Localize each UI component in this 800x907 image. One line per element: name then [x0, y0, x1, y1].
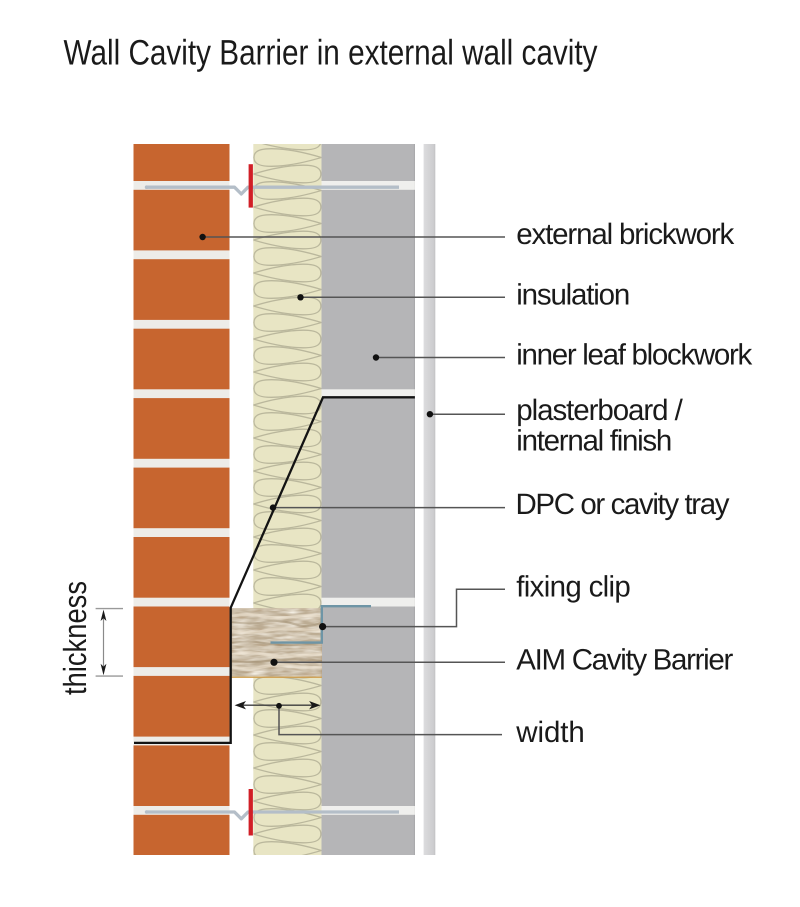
svg-text:DPC or cavity tray: DPC or cavity tray: [516, 488, 730, 521]
svg-text:fixing clip: fixing clip: [516, 571, 631, 604]
svg-text:internal finish: internal finish: [516, 425, 672, 458]
svg-text:insulation: insulation: [516, 279, 630, 312]
svg-text:Wall Cavity Barrier in externa: Wall Cavity Barrier in external wall cav…: [64, 33, 598, 73]
svg-text:width: width: [515, 716, 585, 749]
svg-text:thickness: thickness: [57, 581, 93, 695]
svg-text:external brickwork: external brickwork: [516, 218, 734, 251]
svg-text:AIM Cavity Barrier: AIM Cavity Barrier: [516, 644, 733, 677]
svg-text:inner leaf blockwork: inner leaf blockwork: [516, 339, 752, 372]
svg-text:plasterboard /: plasterboard /: [516, 394, 683, 427]
